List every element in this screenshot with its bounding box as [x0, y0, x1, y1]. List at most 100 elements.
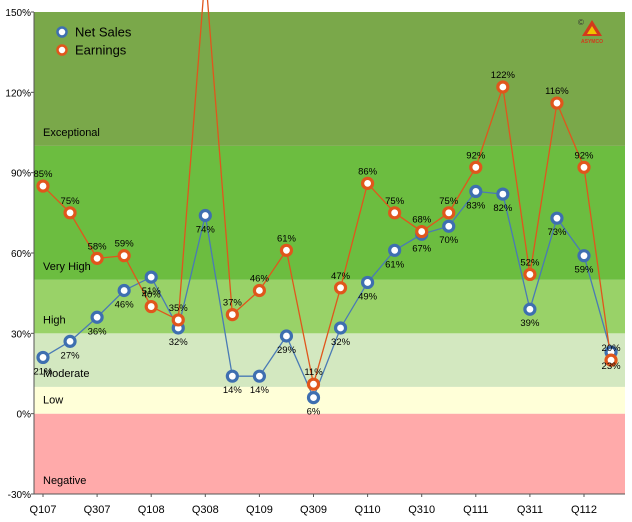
data-point-earnings: [117, 249, 131, 263]
data-point-earnings: [388, 206, 402, 220]
asymco-logo: © ASYMCO: [578, 18, 603, 45]
data-point-earnings: [415, 224, 429, 239]
y-tick-label: 150%: [5, 8, 31, 19]
band-label-moderate: Moderate: [43, 368, 89, 380]
data-label-net-sales: 67%: [412, 243, 432, 254]
data-point-earnings: [442, 206, 456, 220]
data-point-net-sales: [442, 219, 456, 233]
data-label-net-sales: 51%: [142, 286, 162, 297]
data-point-earnings: [63, 206, 77, 220]
data-label-earnings: 92%: [574, 150, 594, 161]
band-label-negative: Negative: [43, 475, 86, 487]
data-label-earnings: 75%: [61, 196, 81, 207]
band-exceptional: [34, 12, 625, 146]
data-point-net-sales: [225, 369, 239, 383]
data-label-earnings: 46%: [250, 273, 270, 284]
legend-label-net-sales: Net Sales: [75, 25, 132, 40]
data-label-earnings: 37%: [223, 298, 243, 309]
data-label-net-sales: 83%: [466, 200, 486, 211]
data-label-earnings: 116%: [545, 86, 569, 97]
data-label-net-sales: 74%: [196, 225, 216, 236]
data-label-earnings: 68%: [412, 215, 432, 226]
data-point-earnings: [469, 160, 483, 174]
y-tick-label: 0%: [17, 410, 32, 421]
data-label-net-sales: 21%: [33, 366, 53, 377]
data-point-net-sales: [252, 369, 266, 383]
data-point-net-sales: [36, 350, 50, 365]
data-point-earnings: [90, 251, 104, 265]
data-point-earnings: [171, 313, 185, 327]
data-label-net-sales: 14%: [223, 385, 243, 396]
data-labels-layer: 21% 27% 36% 46% 51% 32% 74% 14% 14% 29% 6% 32% 49% 61…: [33, 70, 621, 418]
data-point-net-sales: [469, 184, 483, 199]
logo-copyright: ©: [578, 18, 584, 27]
data-point-net-sales: [333, 321, 348, 335]
series-line-earnings: [42, 0, 612, 385]
band-label-very-high: Very High: [43, 261, 91, 273]
axes-layer: -30% 0% 30% 60% 90% 120% 150% Q107 Q307 Q108 Q308 Q…: [5, 8, 625, 516]
data-label-net-sales: 39%: [520, 318, 540, 329]
data-label-earnings: 61%: [277, 233, 297, 244]
data-label-earnings: 75%: [385, 196, 405, 207]
legend-marker-earnings: [56, 44, 68, 56]
data-point-earnings: [523, 267, 537, 282]
series-points-layer: [36, 80, 618, 405]
data-label-net-sales: 6%: [307, 407, 321, 418]
data-point-net-sales: [361, 275, 375, 290]
y-tick-label: 120%: [5, 88, 31, 99]
data-point-earnings: [550, 96, 564, 110]
legend: Net Sales Earnings: [56, 25, 132, 58]
data-point-net-sales: [496, 187, 510, 201]
data-label-net-sales: 59%: [574, 265, 594, 276]
band-label-high: High: [43, 314, 66, 326]
data-label-earnings: 122%: [491, 70, 516, 81]
band-negative: [34, 413, 625, 494]
x-tick-label: Q311: [517, 504, 543, 516]
data-point-earnings: [577, 160, 591, 174]
data-label-net-sales: 70%: [439, 235, 459, 246]
x-tick-label: Q112: [571, 504, 597, 516]
band-labels-layer: Negative Low Moderate High Very High Exceptio…: [43, 127, 100, 487]
data-label-net-sales: 82%: [493, 203, 513, 214]
data-label-net-sales: 29%: [277, 345, 297, 356]
data-label-earnings: 58%: [88, 241, 108, 252]
data-label-net-sales: 23%: [602, 361, 622, 372]
x-tick-label: Q108: [138, 504, 165, 516]
y-tick-label: 60%: [11, 249, 31, 260]
data-point-net-sales: [144, 270, 158, 284]
legend-marker-net-sales: [56, 26, 68, 38]
x-tick-label: Q107: [30, 504, 57, 516]
data-label-earnings: 59%: [115, 239, 135, 250]
data-label-net-sales: 46%: [115, 299, 135, 310]
x-tick-label: Q308: [192, 504, 219, 516]
data-label-net-sales: 49%: [358, 291, 378, 302]
data-point-earnings: [36, 179, 50, 193]
band-label-low: Low: [43, 395, 63, 407]
data-label-earnings: 75%: [439, 196, 459, 207]
data-label-earnings: 40%: [142, 290, 162, 301]
series-line-net-sales: [42, 190, 612, 400]
data-label-earnings: 85%: [33, 169, 53, 180]
data-point-earnings: [361, 176, 375, 190]
data-label-earnings: 86%: [358, 166, 378, 177]
x-tick-label: Q110: [355, 504, 381, 516]
data-point-net-sales: [279, 329, 294, 343]
x-tick-label: Q109: [246, 504, 273, 516]
y-tick-label: 90%: [11, 169, 31, 180]
data-point-net-sales: [63, 334, 77, 348]
logo-text: ASYMCO: [581, 39, 603, 45]
y-tick-label: -30%: [8, 490, 31, 501]
x-tick-label: Q310: [408, 504, 435, 516]
data-label-earnings: 52%: [520, 257, 540, 268]
bands-layer: [34, 12, 625, 494]
data-label-net-sales: 14%: [250, 385, 270, 396]
data-point-earnings: [279, 243, 294, 257]
data-label-net-sales: 27%: [61, 350, 81, 361]
band-moderate: [34, 333, 625, 387]
data-point-net-sales: [388, 243, 402, 257]
band-low: [34, 386, 625, 414]
data-point-net-sales: [550, 211, 564, 225]
band-very-high: [34, 145, 625, 280]
